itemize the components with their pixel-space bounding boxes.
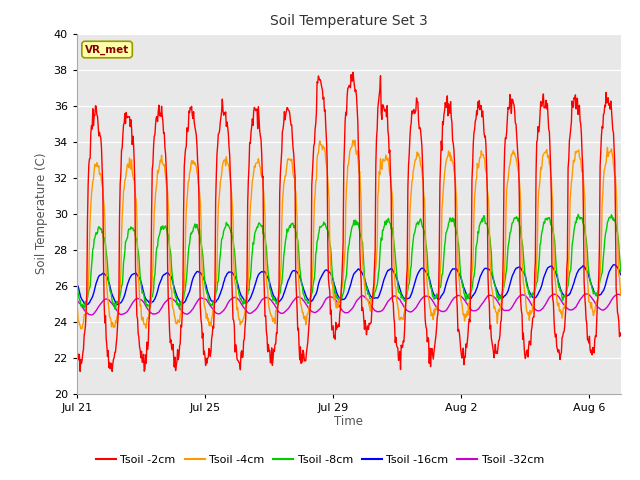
Tsoil -32cm [401, 305, 409, 311]
Tsoil -32cm [136, 296, 143, 302]
Tsoil -4cm [73, 308, 81, 314]
Tsoil -2cm [349, 69, 357, 75]
Tsoil -2cm [356, 245, 364, 251]
Tsoil -16cm [490, 276, 497, 282]
Tsoil -16cm [401, 297, 409, 302]
Tsoil -8cm [111, 306, 119, 312]
Tsoil -32cm [617, 292, 625, 298]
Tsoil -4cm [490, 305, 498, 311]
Tsoil -4cm [77, 326, 84, 332]
Line: Tsoil -4cm: Tsoil -4cm [77, 140, 621, 329]
Tsoil -4cm [402, 300, 410, 306]
Line: Tsoil -2cm: Tsoil -2cm [77, 72, 621, 372]
Tsoil -4cm [356, 169, 364, 175]
Tsoil -8cm [355, 225, 363, 230]
Title: Soil Temperature Set 3: Soil Temperature Set 3 [270, 14, 428, 28]
Tsoil -8cm [574, 212, 582, 217]
Line: Tsoil -16cm: Tsoil -16cm [77, 265, 621, 305]
Tsoil -16cm [114, 302, 122, 308]
Tsoil -8cm [490, 275, 497, 281]
Y-axis label: Soil Temperature (C): Soil Temperature (C) [35, 153, 48, 275]
Tsoil -16cm [611, 262, 618, 268]
Legend: Tsoil -2cm, Tsoil -4cm, Tsoil -8cm, Tsoil -16cm, Tsoil -32cm: Tsoil -2cm, Tsoil -4cm, Tsoil -8cm, Tsoi… [92, 451, 548, 469]
Tsoil -16cm [136, 276, 143, 281]
Tsoil -8cm [401, 297, 409, 303]
Tsoil -4cm [136, 295, 143, 300]
Tsoil -32cm [583, 291, 591, 297]
Tsoil -2cm [73, 347, 81, 353]
Tsoil -32cm [184, 312, 191, 317]
Tsoil -4cm [184, 189, 191, 195]
Tsoil -16cm [617, 272, 625, 277]
Tsoil -32cm [490, 293, 497, 299]
Tsoil -8cm [617, 269, 625, 275]
Line: Tsoil -32cm: Tsoil -32cm [77, 294, 621, 315]
Tsoil -8cm [184, 259, 191, 265]
Tsoil -32cm [355, 295, 363, 301]
Tsoil -8cm [136, 264, 143, 270]
Tsoil -16cm [147, 300, 155, 306]
Tsoil -2cm [490, 355, 498, 360]
Line: Tsoil -8cm: Tsoil -8cm [77, 215, 621, 309]
Tsoil -2cm [136, 344, 143, 350]
Tsoil -8cm [147, 300, 155, 306]
Tsoil -16cm [184, 293, 191, 299]
Tsoil -32cm [147, 310, 155, 316]
Tsoil -2cm [184, 129, 191, 134]
Tsoil -4cm [349, 137, 357, 143]
Tsoil -32cm [73, 298, 81, 304]
Tsoil -4cm [617, 292, 625, 298]
Text: VR_met: VR_met [85, 44, 129, 55]
Tsoil -2cm [108, 369, 116, 374]
Tsoil -2cm [402, 299, 410, 305]
Tsoil -32cm [88, 312, 95, 318]
Tsoil -4cm [147, 298, 155, 304]
Tsoil -2cm [617, 330, 625, 336]
Tsoil -16cm [73, 282, 81, 288]
Tsoil -2cm [147, 283, 155, 289]
Tsoil -8cm [73, 280, 81, 286]
X-axis label: Time: Time [334, 415, 364, 429]
Tsoil -16cm [355, 266, 363, 272]
